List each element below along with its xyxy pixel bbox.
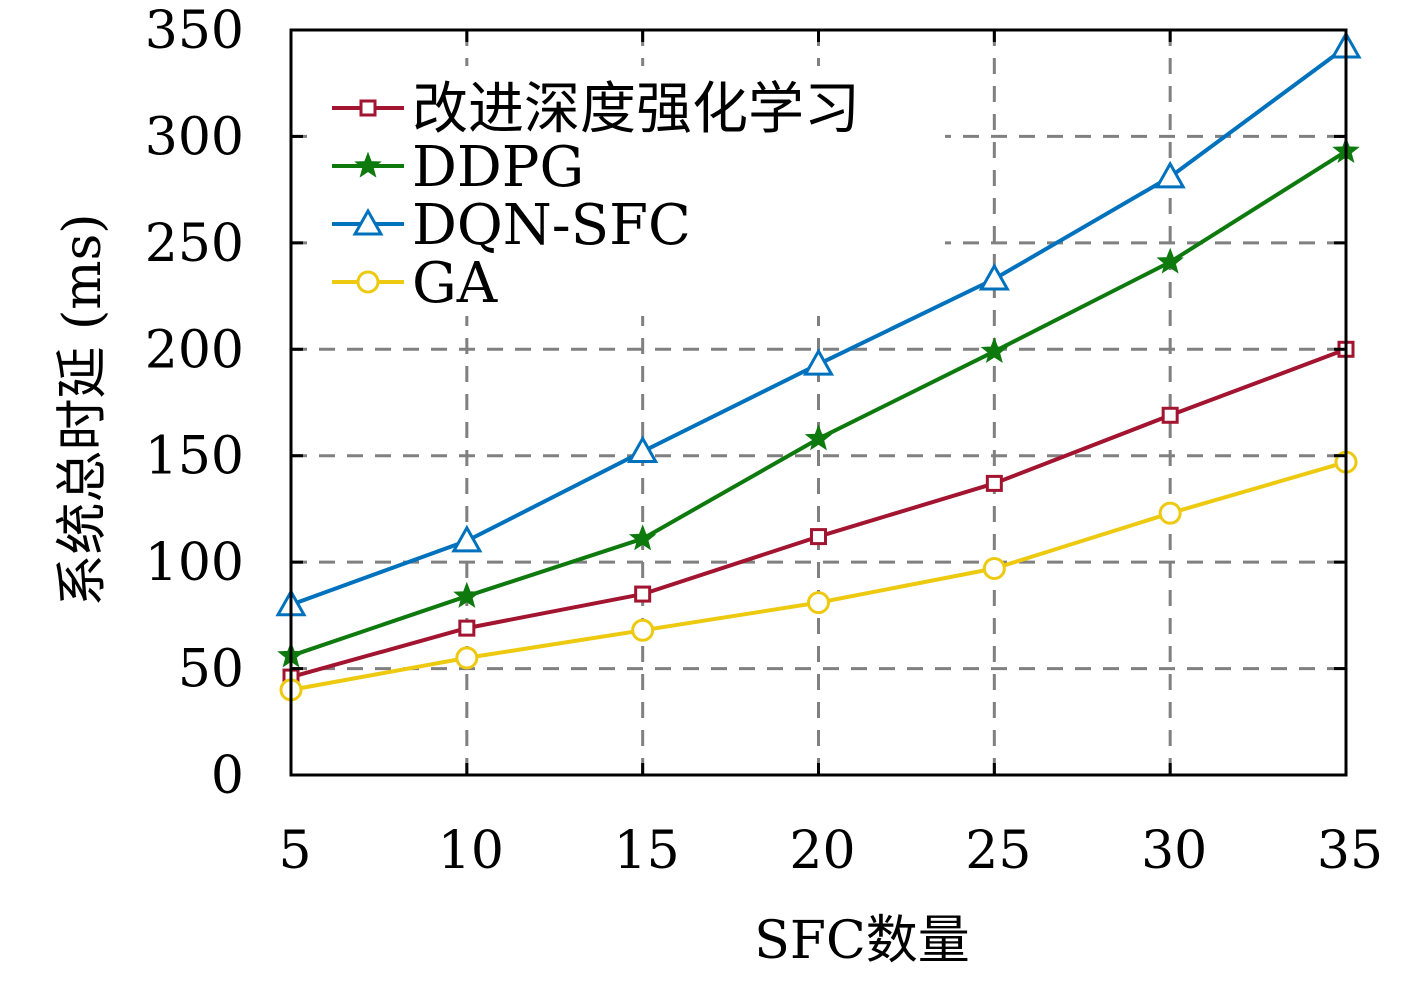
- data-point: [802, 348, 835, 376]
- data-point: [627, 435, 659, 463]
- data-point: [978, 262, 1010, 291]
- x-tick-label: 15: [614, 821, 680, 881]
- legend-label: GA: [412, 251, 498, 316]
- y-tick-label: 350: [145, 1, 244, 61]
- series-circle: [279, 450, 1358, 702]
- legend-marker: [352, 207, 384, 236]
- data-point: [453, 581, 481, 608]
- series-square: [282, 340, 1355, 686]
- data-point: [634, 585, 652, 603]
- legend-item: DDPG: [332, 135, 584, 200]
- legend-item: 改进深度强化学习: [332, 77, 860, 142]
- data-point: [804, 424, 833, 451]
- y-tick-label: 50: [178, 640, 244, 700]
- data-point: [1158, 501, 1182, 525]
- y-tick-label: 100: [145, 533, 244, 593]
- y-tick-label: 150: [145, 427, 244, 487]
- data-point: [980, 336, 1009, 364]
- data-point: [455, 646, 479, 670]
- data-point: [807, 591, 830, 615]
- legend-label: DDPG: [412, 135, 584, 200]
- y-tick-label: 300: [145, 107, 244, 167]
- legend-marker: [354, 151, 382, 178]
- legend-label: DQN-SFC: [412, 193, 691, 258]
- x-tick-label: 5: [278, 821, 311, 881]
- data-point: [1156, 247, 1184, 274]
- x-tick-label: 30: [1141, 821, 1207, 881]
- data-point: [458, 619, 476, 637]
- x-axis-title: SFC数量: [754, 911, 970, 971]
- y-tick-label: 250: [145, 214, 244, 274]
- legend-box: [310, 66, 945, 316]
- data-point: [1161, 406, 1179, 424]
- x-tick-label: 20: [789, 821, 855, 881]
- x-tick-label: 10: [438, 821, 504, 881]
- legend-item: DQN-SFC: [332, 193, 691, 258]
- y-tick-label: 0: [211, 746, 244, 806]
- data-point: [451, 524, 483, 553]
- y-axis-title: 系统总时延 (ms): [53, 213, 113, 606]
- y-tick-label: 200: [145, 320, 244, 380]
- x-tick-label: 25: [965, 821, 1031, 881]
- legend-marker: [359, 99, 377, 117]
- x-tick-label: 35: [1317, 821, 1383, 881]
- data-point: [631, 618, 655, 642]
- data-point: [810, 528, 827, 546]
- legend-background: [310, 66, 945, 316]
- legend-item: GA: [332, 251, 498, 316]
- data-point: [985, 474, 1003, 492]
- legend-marker: [356, 270, 380, 294]
- series-group: [275, 30, 1362, 702]
- data-point: [1154, 160, 1186, 189]
- data-point: [982, 557, 1006, 581]
- legend-label: 改进深度强化学习: [412, 77, 860, 142]
- data-point: [628, 524, 657, 551]
